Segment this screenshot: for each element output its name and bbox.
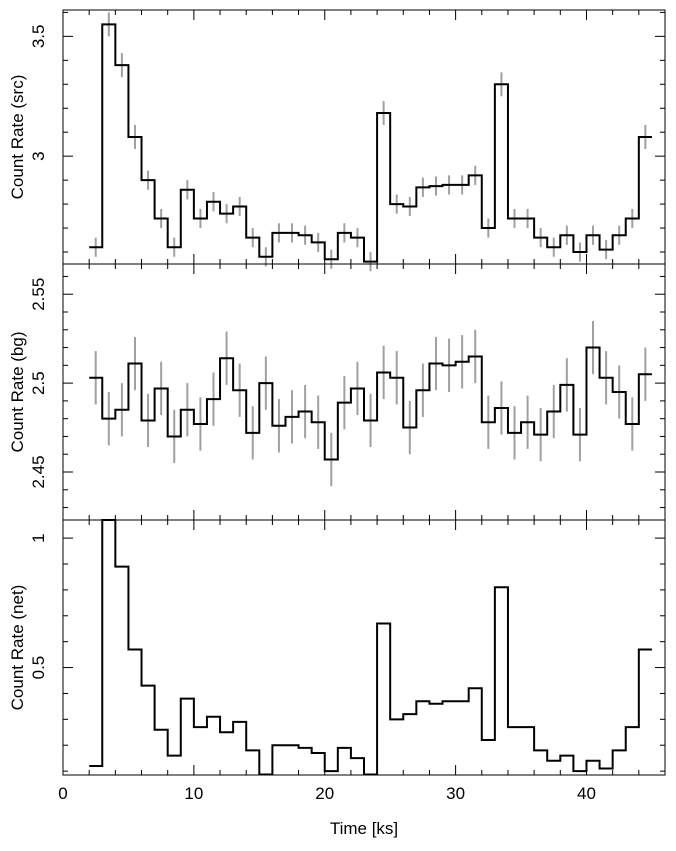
x-tick-label: 0 <box>58 784 67 803</box>
panel-src: 3 3.5 Count Rate (src) <box>8 9 666 272</box>
x-axis-label: Time [ks] <box>330 819 398 838</box>
lightcurve-step-bg <box>89 346 652 461</box>
y-axis-label-bg: Count Rate (bg) <box>8 332 27 453</box>
x-tick-label: 30 <box>446 784 465 803</box>
y-tick-label-bg: 2.5 <box>29 371 48 395</box>
plot-frame-net <box>62 519 666 776</box>
lightcurve-step-net <box>89 519 652 776</box>
plot-frame-src <box>62 9 666 265</box>
x-tick-label: 40 <box>577 784 596 803</box>
y-tick-label-bg: 2.45 <box>29 455 48 488</box>
y-tick-label-bg: 2.55 <box>29 278 48 311</box>
y-tick-label-src: 3 <box>29 151 48 160</box>
x-tick-label: 20 <box>315 784 334 803</box>
panel-bg: 2.45 2.5 2.55 Count Rate (bg) <box>8 263 666 521</box>
y-axis-label-net: Count Rate (net) <box>8 585 27 711</box>
panel-net: 0.5 1 Count Rate (net) 0 10 20 30 40 Time [ks] <box>8 519 666 838</box>
y-tick-label-net: 1 <box>29 533 48 542</box>
y-tick-label-net: 0.5 <box>29 656 48 680</box>
lightcurve-step-src <box>89 23 652 263</box>
x-tick-label: 10 <box>184 784 203 803</box>
y-axis-label-src: Count Rate (src) <box>8 75 27 200</box>
y-tick-label-src: 3.5 <box>29 25 48 49</box>
